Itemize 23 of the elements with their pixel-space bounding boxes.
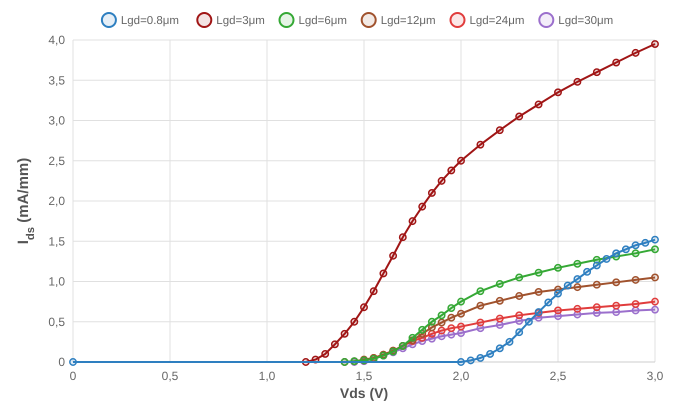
x-tick-label: 1,5: [356, 369, 373, 383]
x-tick-label: 2,0: [452, 369, 470, 383]
legend-label: Lgd=12μm: [380, 15, 436, 28]
y-tick-label: 1,0: [48, 274, 66, 289]
y-tick-label: 0: [58, 355, 66, 370]
y-tick-label: 1,5: [48, 234, 66, 248]
y-tick-label: 0,5: [48, 314, 66, 329]
y-tick-label: 4,0: [48, 33, 66, 48]
x-tick-label: 0: [70, 369, 77, 383]
x-axis-title: Vds (V): [340, 385, 388, 401]
legend-label: Lgd=24μm: [470, 15, 524, 28]
legend-label: Lgd=6μm: [298, 15, 348, 28]
y-tick-label: 2,5: [48, 154, 66, 168]
x-tick-label: 3,0: [646, 369, 664, 383]
x-tick-label: 0,5: [162, 369, 179, 383]
x-tick-label: 1,0: [258, 369, 276, 383]
y-tick-label: 3,0: [48, 114, 66, 128]
y-tick-label: 2,0: [48, 194, 66, 208]
legend-label: Lgd=30μm: [558, 15, 614, 28]
y-tick-label: 3,5: [48, 73, 66, 88]
legend-label: Lgd=3μm: [216, 15, 265, 28]
legend-label: Lgd=0.8μm: [120, 15, 180, 28]
x-tick-label: 2,5: [550, 369, 567, 383]
